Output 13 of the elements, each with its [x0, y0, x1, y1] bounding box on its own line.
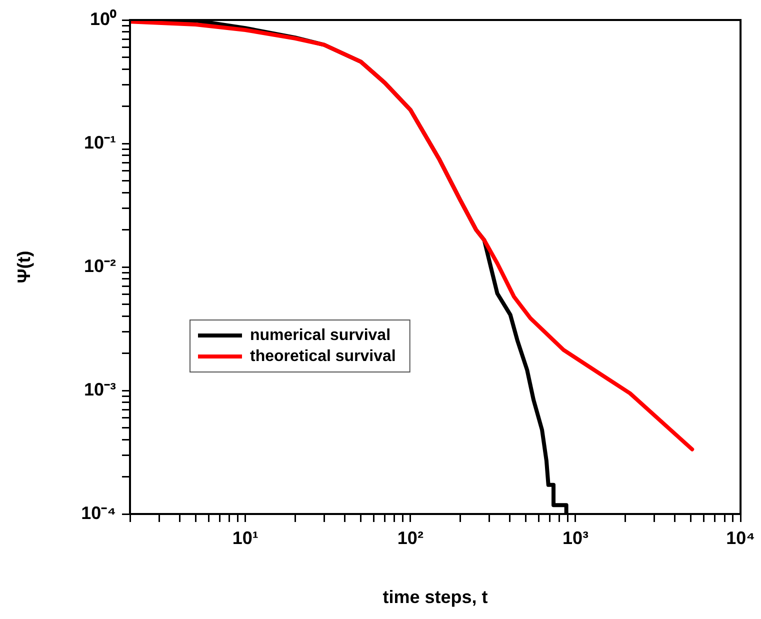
x-tick-label: 10¹ — [232, 528, 258, 548]
y-tick-label: 10⁻⁴ — [81, 502, 116, 523]
y-tick-label: 10⁻² — [84, 256, 116, 276]
y-axis-title: Ψ(t) — [14, 250, 34, 284]
x-tick-label: 10³ — [562, 528, 588, 548]
legend-label: numerical survival — [250, 326, 391, 344]
y-tick-label: 10⁻¹ — [84, 132, 116, 152]
y-tick-label: 10⁻³ — [84, 379, 116, 400]
y-tick-label: 10⁰ — [90, 8, 117, 29]
x-tick-label: 10² — [397, 528, 424, 548]
x-axis-title: time steps, t — [382, 587, 488, 608]
legend-label: theoretical survival — [250, 348, 396, 365]
x-tick-label: 10⁴ — [726, 528, 756, 548]
